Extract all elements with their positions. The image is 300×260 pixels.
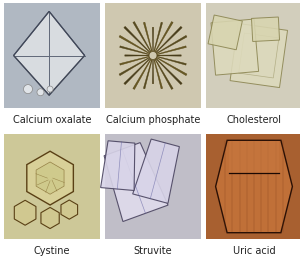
Bar [206, 3, 300, 108]
Bar [206, 134, 300, 239]
Text: Struvite: Struvite [134, 246, 172, 256]
Text: Cholesterol: Cholesterol [226, 115, 281, 125]
Polygon shape [100, 141, 135, 191]
Polygon shape [229, 141, 279, 173]
Polygon shape [119, 57, 150, 76]
Circle shape [37, 89, 44, 96]
Polygon shape [152, 59, 154, 84]
Text: Uric acid: Uric acid [233, 246, 275, 256]
Polygon shape [125, 55, 149, 56]
Polygon shape [133, 139, 179, 203]
Polygon shape [208, 15, 242, 50]
Polygon shape [143, 22, 152, 52]
Polygon shape [104, 143, 168, 222]
Text: Calcium phosphate: Calcium phosphate [106, 115, 200, 125]
Bar [105, 134, 201, 239]
Polygon shape [152, 27, 154, 52]
Polygon shape [143, 59, 152, 89]
Polygon shape [14, 11, 49, 55]
Polygon shape [154, 59, 173, 89]
Text: Cystine: Cystine [34, 246, 70, 256]
Polygon shape [49, 55, 85, 95]
Polygon shape [36, 162, 64, 194]
Polygon shape [133, 59, 152, 89]
Bar [4, 3, 100, 108]
Polygon shape [120, 56, 149, 65]
Polygon shape [41, 207, 59, 229]
Polygon shape [120, 46, 149, 55]
Polygon shape [155, 58, 182, 85]
Circle shape [47, 86, 53, 92]
Polygon shape [154, 22, 163, 52]
Circle shape [23, 84, 32, 94]
Polygon shape [133, 22, 152, 52]
Polygon shape [155, 26, 182, 53]
Polygon shape [124, 26, 151, 53]
Polygon shape [119, 35, 150, 54]
Polygon shape [154, 59, 163, 89]
Polygon shape [157, 55, 181, 56]
Polygon shape [154, 22, 173, 52]
Polygon shape [157, 46, 186, 55]
Polygon shape [251, 17, 280, 42]
Polygon shape [124, 58, 151, 85]
Bar [4, 134, 100, 239]
Polygon shape [14, 11, 85, 95]
Polygon shape [61, 200, 78, 219]
Polygon shape [49, 11, 85, 55]
Polygon shape [156, 35, 187, 54]
Polygon shape [14, 55, 49, 95]
Text: Calcium oxalate: Calcium oxalate [13, 115, 91, 125]
Polygon shape [211, 19, 259, 75]
Polygon shape [14, 200, 36, 225]
Polygon shape [156, 57, 187, 76]
Bar [105, 3, 201, 108]
Polygon shape [157, 56, 186, 65]
Polygon shape [27, 151, 74, 205]
Polygon shape [216, 140, 292, 233]
Polygon shape [230, 23, 287, 88]
